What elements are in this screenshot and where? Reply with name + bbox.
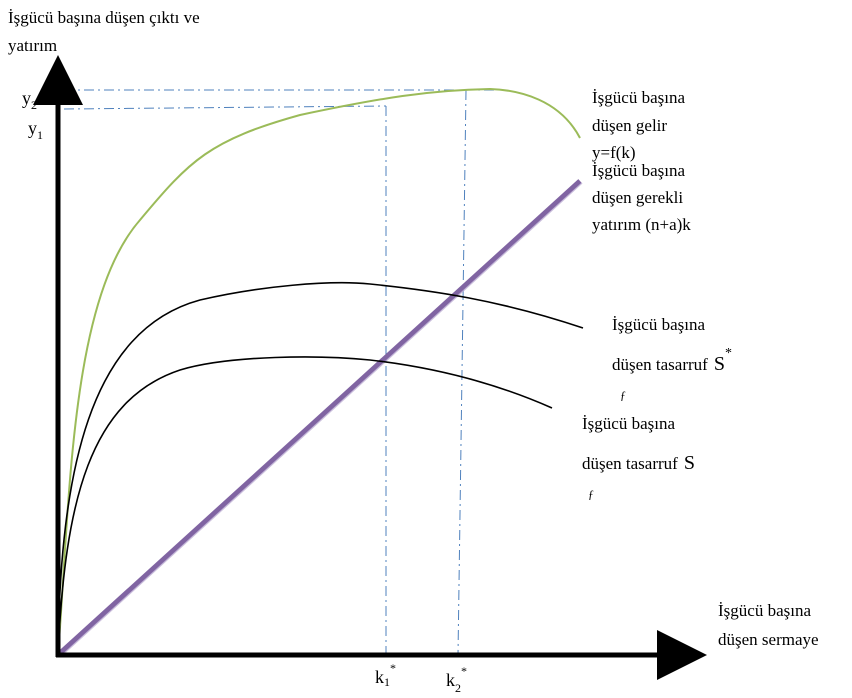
y1-guide-line — [63, 105, 387, 110]
savings-curve-lower — [57, 356, 553, 656]
x-axis-label-line1: İşgücü başına — [718, 601, 811, 620]
investment-label-line1: İşgücü başına — [592, 161, 685, 180]
y1-tick-label: y1 — [28, 118, 43, 142]
k2-guide-line — [457, 89, 467, 656]
investment-label-line3: yatırım (n+a)k — [592, 215, 691, 234]
y-axis-label-line2: yatırım — [8, 36, 57, 55]
income-curve — [57, 87, 581, 656]
investment-label-line2: düşen gerekli — [592, 188, 683, 207]
savings-lower-subscript-fragment: ƒ — [588, 487, 594, 501]
savings-upper-label-line1: İşgücü başına — [612, 315, 705, 334]
investment-line-shade — [59, 182, 583, 658]
y2-tick-label: y2 — [22, 88, 37, 112]
income-label-line3: y=f(k) — [592, 143, 636, 162]
savings-curve-upper — [57, 281, 584, 656]
investment-line — [56, 179, 582, 657]
x-axis-label-line2: düşen sermaye — [718, 630, 819, 649]
savings-upper-subscript-fragment: ƒ — [620, 388, 626, 402]
guide-lines — [63, 89, 495, 656]
income-label-line2: düşen gelir — [592, 116, 667, 135]
y-axis-label-line1: İşgücü başına düşen çıktı ve — [8, 8, 200, 27]
income-label-line1: İşgücü başına — [592, 88, 685, 107]
k2-tick-label: k2* — [446, 664, 467, 695]
k1-tick-label: k1* — [375, 661, 396, 689]
savings-lower-label-line1: İşgücü başına — [582, 414, 675, 433]
savings-lower-label-line2: düşen tasarruf S — [582, 452, 695, 474]
savings-upper-label-line2: düşen tasarruf S* — [612, 346, 732, 375]
